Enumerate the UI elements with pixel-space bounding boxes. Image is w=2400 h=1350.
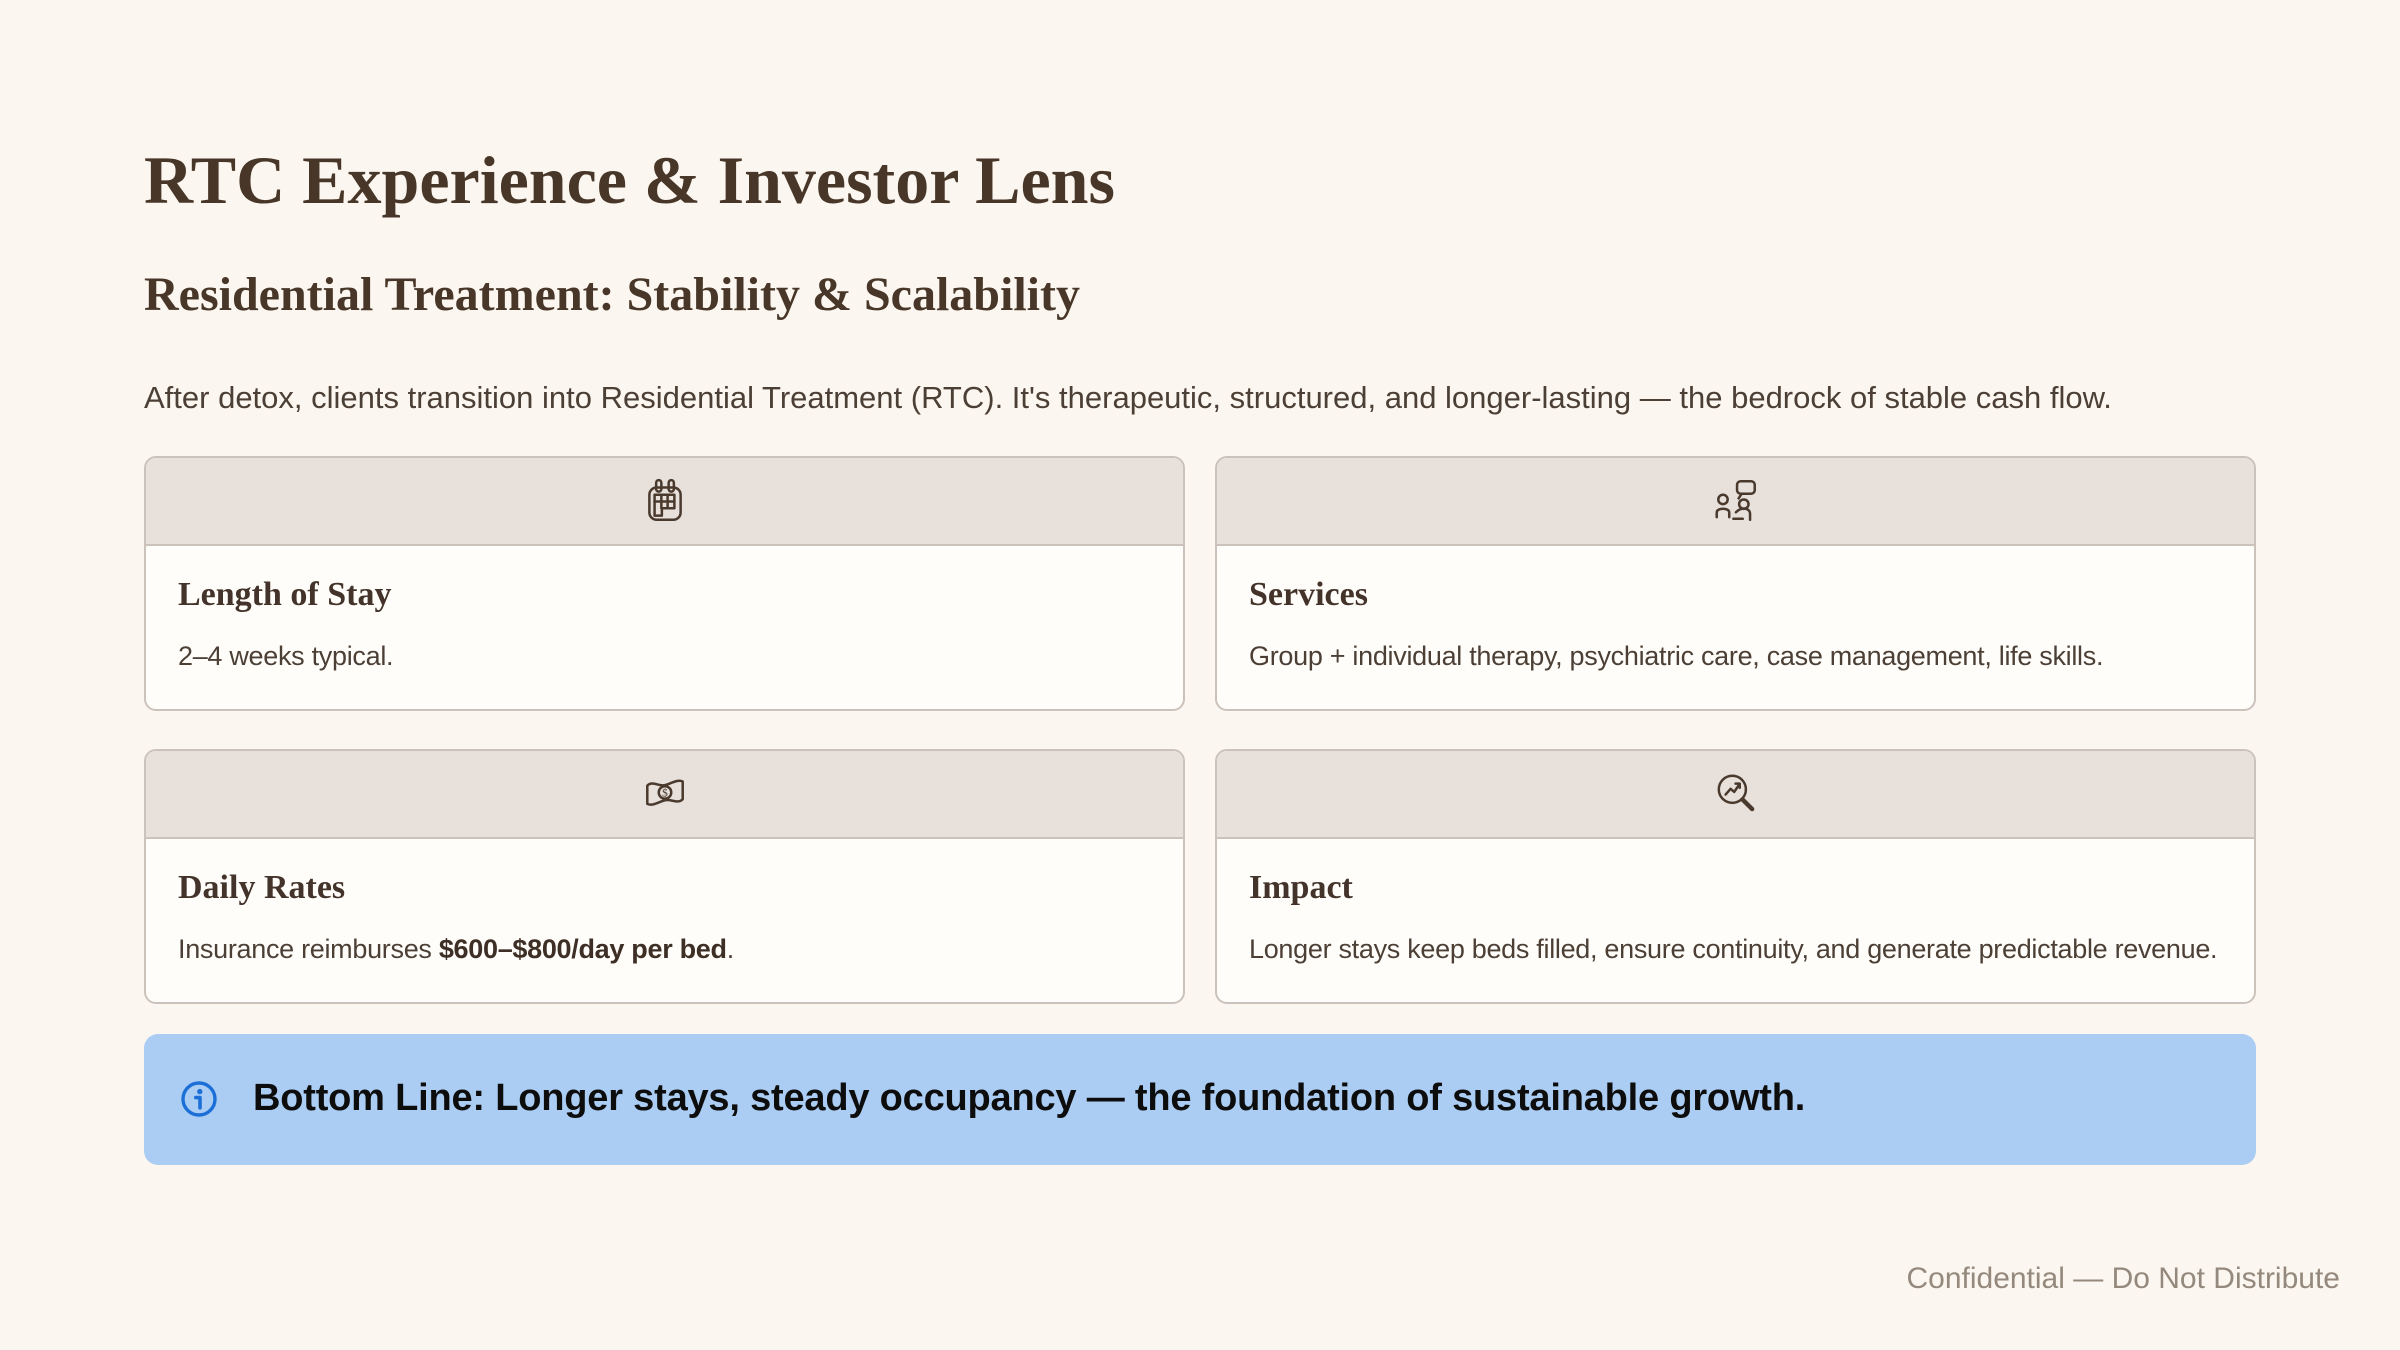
- slide: RTC Experience & Investor Lens Residenti…: [144, 142, 2256, 1165]
- svg-text:$: $: [662, 786, 668, 799]
- card-body: Impact Longer stays keep beds filled, en…: [1217, 839, 2254, 1002]
- page-title: RTC Experience & Investor Lens: [144, 142, 1115, 218]
- card-daily-rates: $ Daily Rates Insurance reimburses $600–…: [144, 748, 1185, 1004]
- card-grid: Length of Stay 2–4 weeks typical.: [144, 455, 2256, 1004]
- card-title: Services: [1249, 575, 1368, 613]
- card-header: [146, 457, 1183, 546]
- people-chat-icon: [1711, 476, 1761, 526]
- card-text: Longer stays keep beds filled, ensure co…: [1249, 934, 2218, 965]
- card-body: Length of Stay 2–4 weeks typical.: [146, 546, 1183, 709]
- rate-highlight: $600–$800/day per bed: [438, 934, 727, 965]
- intro-paragraph: After detox, clients transition into Res…: [144, 380, 2112, 416]
- card-text: Insurance reimburses $600–$800/day per b…: [178, 934, 734, 965]
- card-text: Group + individual therapy, psychiatric …: [1249, 641, 2104, 672]
- footer-confidential: Confidential — Do Not Distribute: [1906, 1262, 2340, 1295]
- card-impact: Impact Longer stays keep beds filled, en…: [1215, 748, 2256, 1004]
- card-title: Length of Stay: [178, 575, 392, 613]
- card-body: Daily Rates Insurance reimburses $600–$8…: [146, 839, 1183, 1002]
- card-length-of-stay: Length of Stay 2–4 weeks typical.: [144, 455, 1185, 711]
- card-header: $: [146, 750, 1183, 839]
- section-title: Residential Treatment: Stability & Scala…: [144, 267, 1080, 321]
- card-header: [1217, 750, 2254, 839]
- info-icon: [179, 1079, 219, 1119]
- card-text: 2–4 weeks typical.: [178, 641, 394, 672]
- magnifier-trend-icon: [1711, 769, 1761, 819]
- bottom-line-callout: Bottom Line: Longer stays, steady occupa…: [144, 1033, 2256, 1165]
- card-title: Daily Rates: [178, 868, 346, 906]
- calendar-icon: [640, 476, 690, 526]
- card-services: Services Group + individual therapy, psy…: [1215, 455, 2256, 711]
- card-header: [1217, 457, 2254, 546]
- bottom-line-text: Bottom Line: Longer stays, steady occupa…: [253, 1077, 1806, 1120]
- banknote-icon: $: [640, 769, 690, 819]
- card-title: Impact: [1249, 868, 1353, 906]
- card-body: Services Group + individual therapy, psy…: [1217, 546, 2254, 709]
